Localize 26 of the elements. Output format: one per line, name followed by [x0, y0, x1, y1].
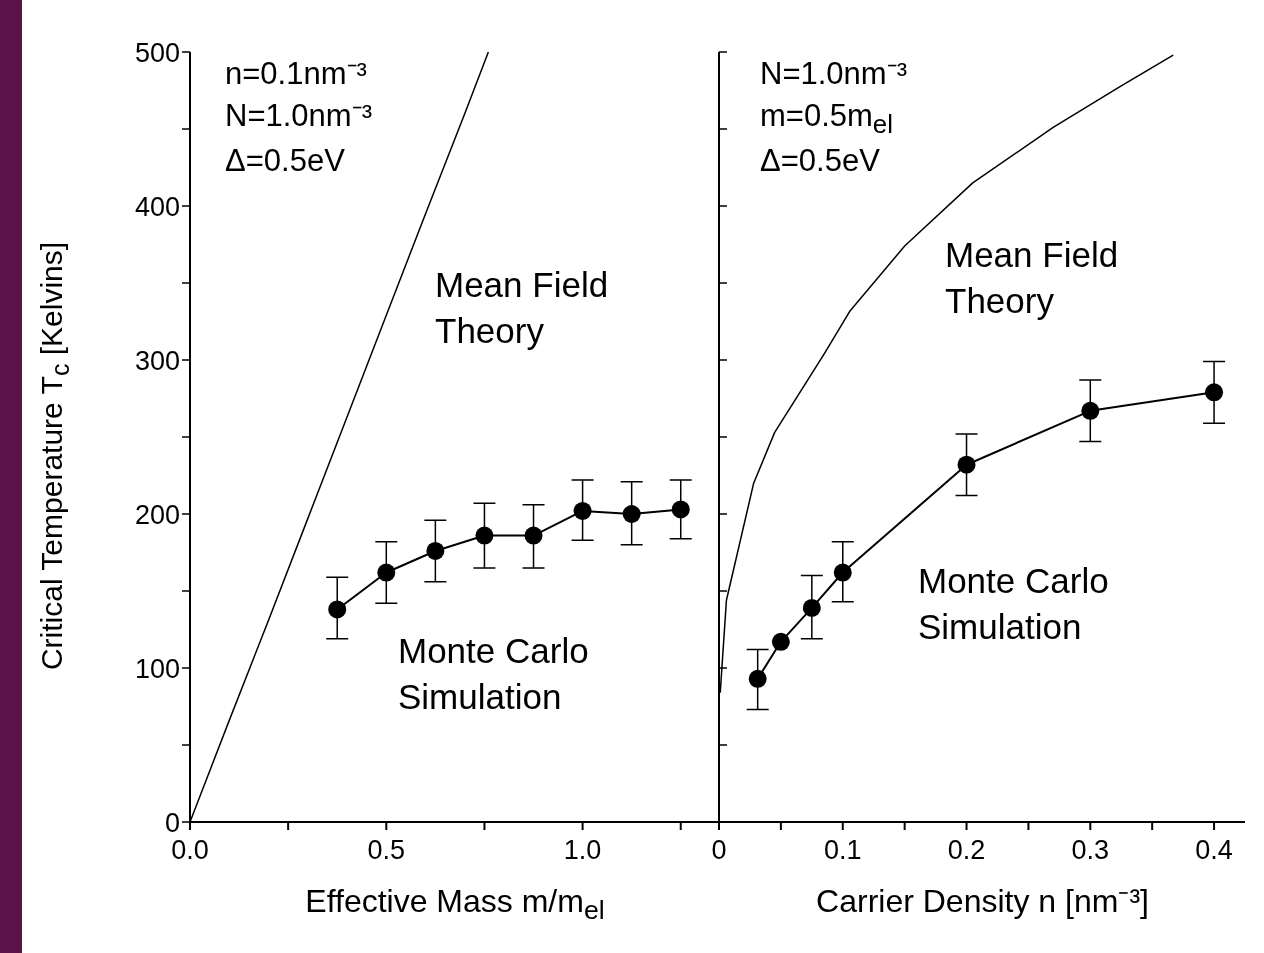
series-label: Monte Carlo Simulation — [918, 560, 1110, 648]
annotation: Δ=0.5eV — [760, 143, 880, 178]
x-tick-label: 0.5 — [367, 835, 406, 866]
annotation: Δ=0.5eV — [225, 143, 345, 178]
annotation: N=1.0nm⁻³ — [760, 56, 907, 91]
x-tick-label: 1.0 — [563, 835, 602, 866]
annotation: m=0.5m$_{el}$ — [760, 98, 893, 139]
series-label: Mean Field Theory — [435, 264, 610, 352]
y-tick-label: 200 — [134, 499, 180, 530]
annotation: n=0.1nm⁻³ — [225, 56, 367, 91]
y-tick-label: 0 — [164, 807, 180, 838]
y-tick-label: 400 — [134, 191, 180, 222]
x-axis-title: Effective Mass m/m$_{el}$ — [304, 883, 606, 926]
x-tick-label: 0.1 — [823, 835, 862, 866]
x-axis-title: Carrier Density n [nm⁻³] — [815, 883, 1150, 919]
x-tick-label: 0.0 — [171, 835, 209, 866]
x-tick-label: 0.3 — [1071, 835, 1110, 866]
annotation: N=1.0nm⁻³ — [225, 98, 372, 133]
y-tick-label: 500 — [134, 37, 180, 68]
x-tick-label: 0.4 — [1195, 835, 1233, 866]
x-tick-label: 0.2 — [947, 835, 986, 866]
y-tick-label: 100 — [134, 653, 180, 684]
series-label: Mean Field Theory — [945, 234, 1120, 322]
y-tick-label: 300 — [134, 345, 180, 376]
series-label: Monte Carlo Simulation — [398, 630, 590, 718]
x-tick-label: 0 — [711, 835, 727, 866]
